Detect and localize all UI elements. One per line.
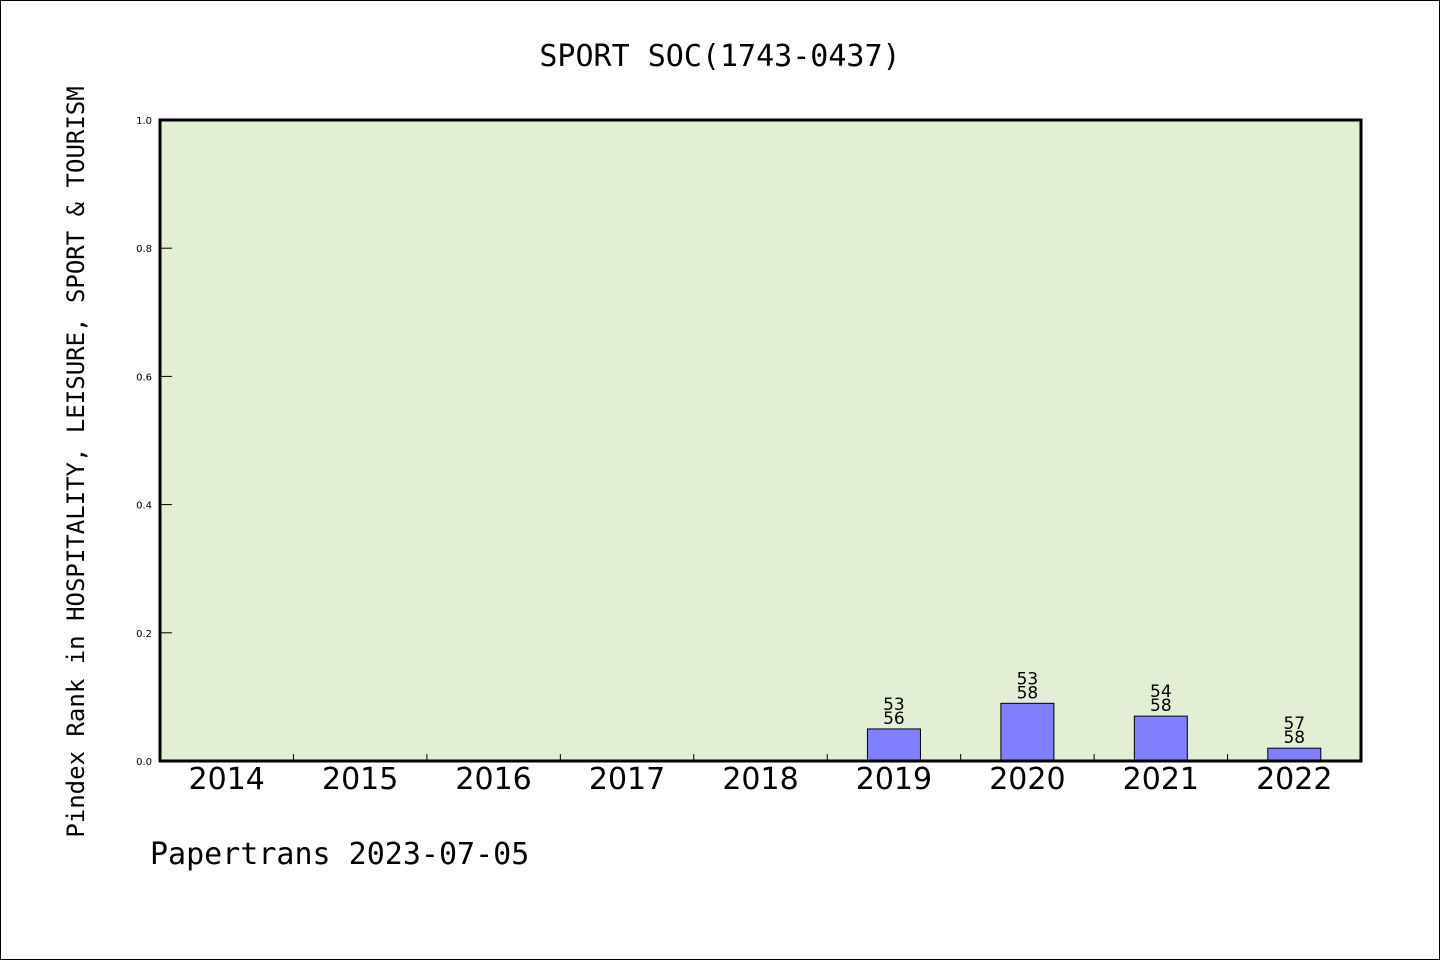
x-tick-label: 2017	[589, 762, 665, 797]
x-tick-label: 2016	[455, 762, 531, 797]
x-tick-label: 2022	[1256, 762, 1332, 797]
bar-total-label: 56	[883, 709, 905, 729]
y-tick-label: 0.6	[136, 372, 152, 383]
bar-total-label: 58	[1150, 696, 1172, 716]
y-tick-label: 1.0	[136, 116, 152, 127]
plot-area	[160, 120, 1361, 761]
bar-rank-label: 53	[1017, 669, 1039, 689]
x-tick-label: 2019	[856, 762, 932, 797]
bar-total-label: 58	[1017, 683, 1039, 703]
chart-title: SPORT SOC(1743-0437)	[539, 39, 900, 74]
bar-rank-label: 54	[1150, 682, 1172, 702]
x-tick-label: 2015	[322, 762, 398, 797]
x-tick-label: 2018	[722, 762, 798, 797]
x-tick-label: 2014	[189, 762, 265, 797]
y-tick-label: 0.2	[136, 629, 152, 640]
x-tick-label: 2021	[1123, 762, 1199, 797]
bar-2021	[1133, 715, 1188, 762]
plot-border	[158, 118, 1363, 763]
bar-2022	[1267, 747, 1322, 762]
x-tick-label: 2020	[989, 762, 1065, 797]
y-tick-label: 0.8	[136, 244, 152, 255]
y-tick-label: 0.0	[136, 757, 152, 768]
y-axis-label: Pindex Rank in HOSPITALITY, LEISURE, SPO…	[62, 86, 90, 837]
bar-rank-label: 53	[883, 695, 905, 715]
bar-rank-label: 57	[1283, 714, 1305, 734]
bar-total-label: 58	[1283, 728, 1305, 748]
bar-2019	[866, 728, 921, 762]
bar-2020	[1000, 702, 1055, 762]
footer-text: Papertrans 2023-07-05	[150, 837, 529, 872]
y-tick-label: 0.4	[136, 501, 152, 512]
